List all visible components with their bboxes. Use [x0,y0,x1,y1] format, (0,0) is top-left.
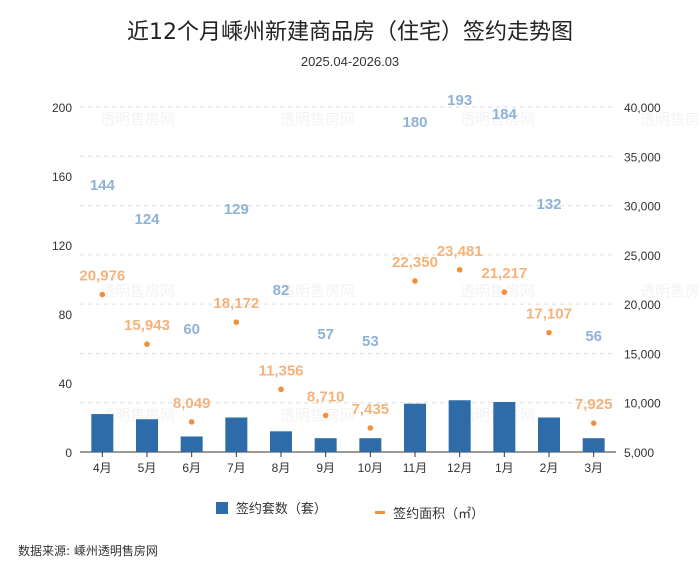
bar [493,401,516,452]
area-point [367,425,374,431]
count-data-label: 60 [183,321,200,338]
legend-item-area[interactable]: 签约面积（㎡） [375,503,484,522]
watermark-text: 透明售房网 [100,110,175,128]
area-point [99,291,106,298]
watermark-text: 透明售房网 [280,282,355,300]
bar [180,436,203,452]
count-data-label: 144 [90,177,116,194]
area-data-label: 7,925 [575,396,613,413]
left-axis-tick-label: 40 [59,377,73,391]
area-data-label: 8,710 [307,388,345,405]
area-data-label: 7,435 [352,401,390,418]
bar [314,438,337,452]
count-data-label: 132 [536,196,561,213]
right-axis-tick-label: 20,000 [624,298,661,312]
area-data-label: 18,172 [213,295,259,312]
count-data-label: 184 [492,106,518,123]
count-data-label: 180 [402,114,427,131]
watermark-text: 透明售房网 [280,406,355,424]
count-data-label: 56 [585,328,602,345]
right-axis-tick-label: 5,000 [624,446,654,460]
area-point [188,419,195,425]
right-axis-tick-label: 15,000 [624,347,661,361]
right-axis-tick-label: 40,000 [624,101,661,115]
area-data-label: 15,943 [124,317,170,334]
bar [538,417,560,452]
x-axis-tick-label: 12月 [447,461,472,475]
area-data-label: 21,217 [481,265,527,282]
count-data-label: 124 [134,211,160,228]
legend-bar-label: 签约套数（套） [235,502,327,517]
area-data-label: 11,356 [258,362,303,379]
watermark-text: 透明售房网 [640,110,700,128]
count-data-label: 193 [447,92,472,109]
bar [136,419,158,452]
bar [404,403,426,452]
x-axis-tick-label: 11月 [403,461,427,475]
legend-item-count[interactable]: 签约套数（套） [215,498,327,517]
bar [359,438,382,452]
right-axis-tick-label: 25,000 [624,249,661,263]
count-data-label: 82 [273,282,290,299]
count-data-label: 57 [317,326,334,343]
right-axis-tick-label: 30,000 [624,200,661,214]
right-axis-tick-label: 10,000 [624,397,661,411]
x-axis-tick-label: 9月 [316,461,335,475]
area-point [412,278,418,284]
left-axis-tick-label: 80 [59,308,73,322]
area-data-label: 23,481 [437,243,483,260]
area-data-label: 17,107 [526,306,572,323]
area-point [456,267,463,273]
area-point [546,329,552,336]
legend-line-label: 签约面积（㎡） [393,506,485,522]
legend-bar-swatch [215,501,228,514]
bar [448,400,471,452]
left-axis-tick-label: 160 [52,170,72,184]
area-point [501,289,508,295]
bar [91,414,114,452]
left-axis-tick-label: 200 [52,101,72,115]
watermark-text: 透明售房网 [280,110,355,128]
x-axis-tick-label: 5月 [138,461,157,475]
count-data-label: 53 [362,333,379,350]
legend: 签约套数（套） 签约面积（㎡） [0,498,700,522]
watermark-text: 透明售房网 [100,282,175,300]
count-data-label: 129 [224,201,249,218]
x-axis-tick-label: 2月 [540,461,559,475]
x-axis-tick-label: 1月 [495,461,514,475]
area-point [322,412,329,419]
bar [582,438,605,452]
x-axis-tick-label: 8月 [272,461,291,475]
watermark-text: 透明售房网 [640,282,700,300]
x-axis-tick-label: 6月 [182,461,201,475]
left-axis-tick-label: 120 [52,239,72,253]
area-point [278,386,284,393]
area-point [144,341,150,347]
area-data-label: 22,350 [392,254,438,271]
watermark-text: 透明售房网 [460,282,535,300]
chart-subtitle: 2025.04-2026.03 [300,54,400,69]
x-axis-tick-label: 4月 [93,461,112,475]
area-point [233,319,240,325]
watermark-text: 透明售房网 [460,110,535,128]
area-data-label: 8,049 [173,395,211,412]
left-axis-tick-label: 0 [65,446,72,460]
bar [225,417,248,452]
x-axis-tick-label: 10月 [358,461,383,475]
x-axis-tick-label: 7月 [227,461,246,475]
area-point [590,420,597,426]
legend-line-swatch [375,510,386,514]
area-data-label: 20,976 [79,268,125,285]
x-axis-tick-label: 3月 [584,461,603,475]
right-axis-tick-label: 35,000 [624,150,661,164]
bar [270,431,292,452]
data-source: 数据来源: 嵊州透明售房网 [18,544,158,558]
chart-title: 近12个月嵊州新建商品房（住宅）签约走势图 [127,20,573,45]
